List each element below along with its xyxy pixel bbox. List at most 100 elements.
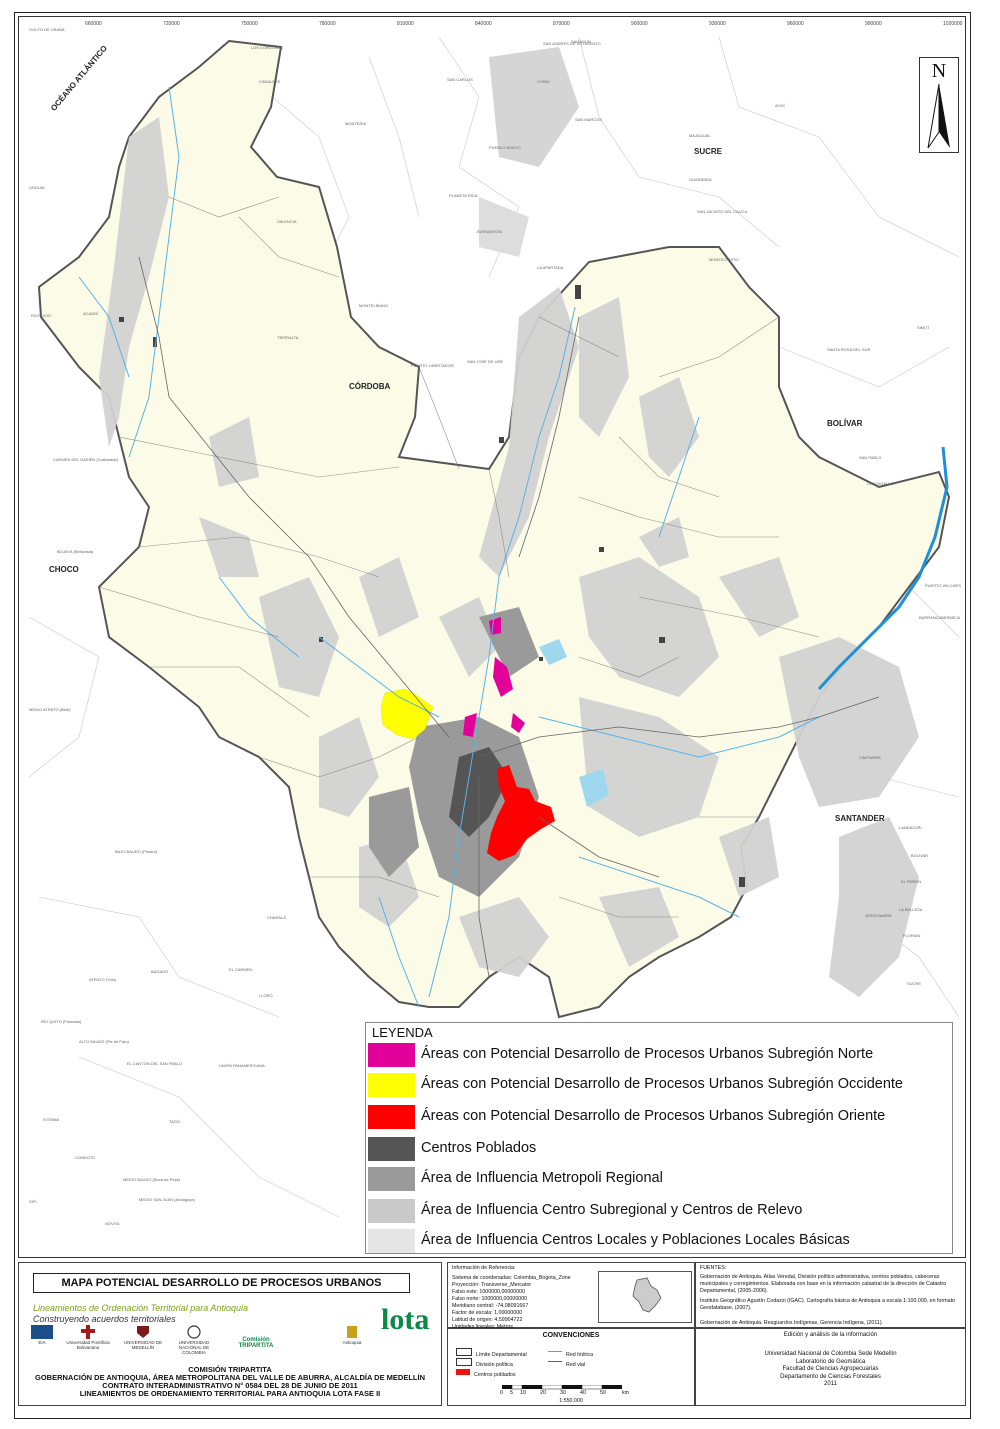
place-label: MAJAGUAL xyxy=(689,133,711,138)
place-label: TADÓ xyxy=(169,1119,180,1124)
reference-line: Meridiano central: -74,08091667 xyxy=(452,1303,529,1309)
dept-choco: CHOCO xyxy=(49,565,79,574)
convention-symbol xyxy=(456,1357,472,1366)
place-label: LA APARTADA xyxy=(537,265,564,270)
place-label: NÓVITA xyxy=(105,1221,120,1226)
source-1: Gobernación de Antioquia. Atlas Veredal,… xyxy=(700,1274,947,1294)
place-label: ACANDÍ xyxy=(83,311,99,316)
legend-item: Área de Influencia Centros Locales y Pob… xyxy=(366,1229,952,1255)
coord-tick-top: 960000 xyxy=(787,21,804,27)
legend-item: Áreas con Potencial Desarrollo de Proces… xyxy=(366,1105,952,1131)
coord-tick-top: 720000 xyxy=(163,21,180,27)
place-label: RIOSUCIO xyxy=(31,313,51,318)
coord-tick-top: 660000 xyxy=(85,21,102,27)
legend-swatch xyxy=(368,1199,415,1223)
legend-label: Área de Influencia Centros Locales y Pob… xyxy=(421,1232,850,1248)
scale-tick: 10 xyxy=(520,1390,526,1396)
commission-title: COMISIÓN TRIPARTITA xyxy=(188,1365,272,1374)
place-label: SUCRE xyxy=(907,981,922,986)
place-label: UNGUÍA xyxy=(29,185,45,190)
seal-icon xyxy=(187,1325,201,1339)
place-label: SAN MARCOS xyxy=(575,117,602,122)
locator-map xyxy=(598,1271,692,1323)
convention-item: Red vial xyxy=(548,1353,585,1371)
convention-label: División política xyxy=(476,1362,513,1368)
scale-tick: 40 xyxy=(580,1390,586,1396)
coord-tick-top: 900000 xyxy=(631,21,648,27)
place-label: CHINÚ xyxy=(537,79,550,84)
logo-tripartita: Comisión TRIPARTITA xyxy=(238,1337,274,1349)
title-panel: MAPA POTENCIAL DESARROLLO DE PROCESOS UR… xyxy=(18,1262,442,1406)
sources-title: FUENTES: xyxy=(700,1265,727,1271)
place-label: PUEBLO NUEVO xyxy=(489,145,521,150)
coord-tick-top: 750000 xyxy=(241,21,258,27)
convention-label: Red vial xyxy=(566,1362,586,1368)
convention-symbol xyxy=(548,1361,562,1363)
place-label: CANALETE xyxy=(259,79,281,84)
place-label: PLANETA RICA xyxy=(449,193,478,198)
place-label: SAN JACINTO DEL CAUCA xyxy=(697,209,748,214)
place-label: LLORÓ xyxy=(259,993,273,998)
eia-icon xyxy=(31,1325,53,1339)
place-label: BOJAYÁ (Bellavista) xyxy=(57,549,94,554)
place-label: MEDIO BAUDÓ (Boca de Pepé) xyxy=(123,1177,181,1182)
source-3: Gobernación de Antioquia. Resguardos Ind… xyxy=(700,1320,884,1326)
shield-icon xyxy=(137,1326,149,1338)
convention-label: Red hídrica xyxy=(566,1352,594,1358)
scale-bar xyxy=(502,1385,622,1390)
place-label: EL CANTÓN DEL SAN PABLO xyxy=(127,1061,182,1066)
legend-swatch xyxy=(368,1137,415,1161)
place-label: ACHÍ xyxy=(775,103,785,108)
place-label: SIMITÍ xyxy=(917,325,929,330)
convention-item: Centros poblados xyxy=(456,1363,516,1381)
place-label: VALENCIA xyxy=(277,219,297,224)
place-label: FLORIAN xyxy=(903,933,921,938)
convention-item: División política xyxy=(456,1353,513,1371)
place-label: SAN JOSÉ DE URÉ xyxy=(467,359,504,364)
locator-icon xyxy=(632,1277,662,1313)
scale-tick: 5 xyxy=(510,1390,513,1396)
commission-line1: GOBERNACIÓN DE ANTIOQUIA, ÁREA METROPOLI… xyxy=(35,1373,425,1382)
credit-line: Facultad de Ciencias Agropecuarias xyxy=(782,1366,879,1372)
place-label: LA BELLEZA xyxy=(899,907,923,912)
legend-swatch xyxy=(368,1073,415,1097)
legend-item: Áreas con Potencial Desarrollo de Proces… xyxy=(366,1073,952,1099)
lot-line1: Lineamientos de Ordenación Territorial p… xyxy=(33,1303,248,1313)
place-label: JESÚS MARÍA xyxy=(865,913,892,918)
source-2: Instituto Geográfico Agustín Codazzi (IG… xyxy=(700,1298,955,1311)
legend-swatch xyxy=(368,1229,415,1253)
coord-tick-top: 780000 xyxy=(319,21,336,27)
scale-unit: km xyxy=(622,1390,630,1396)
scale-tick: 0 xyxy=(500,1390,503,1396)
conventions-panel: CONVENCIONES Límite Departamental Divisió… xyxy=(447,1328,695,1406)
legend-item: Área de Influencia Centro Subregional y … xyxy=(366,1199,952,1225)
legend-title: LEYENDA xyxy=(372,1025,433,1040)
reference-line: Sistema de coordenadas: Colombia_Bogota_… xyxy=(452,1275,571,1281)
place-label: MONTECRISTO xyxy=(709,257,739,262)
credit-line: 2011 xyxy=(824,1381,837,1387)
reference-lines: Sistema de coordenadas: Colombia_Bogota_… xyxy=(452,1275,571,1331)
place-label: CIMITARRA xyxy=(859,755,881,760)
dept-cordoba: CÓRDOBA xyxy=(349,382,391,391)
place-label: ISTMINA xyxy=(43,1117,60,1122)
place-label: LANDÁZURI xyxy=(899,825,922,830)
place-label: ATRATO (Yuto) xyxy=(89,977,117,982)
place-label: ALTO BAUDÓ (Pie de Pato) xyxy=(79,1039,129,1044)
legend-swatch xyxy=(368,1105,415,1129)
legend-label: Áreas con Potencial Desarrollo de Proces… xyxy=(421,1108,886,1124)
credit-line: Departamento de Ciencias Forestales xyxy=(780,1373,881,1380)
place-label: SAN CARLOS xyxy=(447,77,473,82)
credit-line: Laboratorio de Geomática xyxy=(795,1358,866,1365)
place-label: BUENAVISTA xyxy=(477,229,502,234)
legend-label: Área de Influencia Metropoli Regional xyxy=(421,1170,663,1186)
legend-label: Centros Poblados xyxy=(421,1140,537,1156)
north-arrow: N xyxy=(919,57,959,153)
convention-symbol xyxy=(456,1347,472,1356)
place-label: BARRANCABERMEJA xyxy=(919,615,961,620)
convention-item: Red hídrica xyxy=(548,1343,593,1361)
place-label: BAJO BAUDÓ (Pizarro) xyxy=(115,849,158,854)
commission-line3: LINEAMIENTOS DE ORDENAMIENTO TERRITORIAL… xyxy=(79,1389,381,1398)
reference-line: Proyección: Transverse_Mercator xyxy=(452,1282,532,1288)
lota-logo: lota xyxy=(381,1303,430,1336)
legend-item: Áreas con Potencial Desarrollo de Proces… xyxy=(366,1043,952,1069)
